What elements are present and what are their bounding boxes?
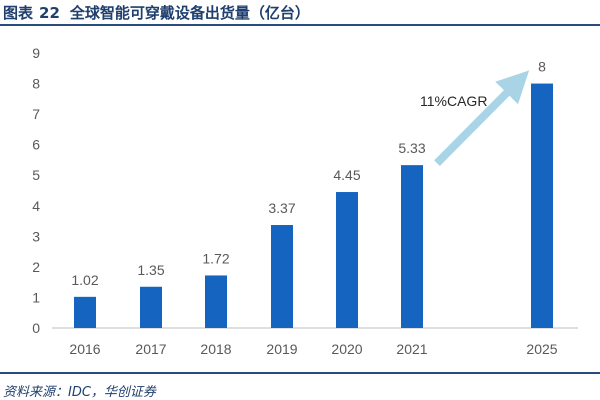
cagr-arrow (434, 70, 530, 166)
bar-value-label: 5.33 (398, 140, 425, 156)
bar (401, 165, 423, 328)
y-tick-label: 1 (32, 289, 40, 305)
bar-value-label: 4.45 (333, 167, 360, 183)
bar-value-label: 1.35 (137, 262, 164, 278)
bars (74, 83, 553, 328)
value-labels: 1.02 1.35 1.72 3.37 4.45 5.33 8 (71, 59, 546, 288)
x-axis: 2016 2017 2018 2019 2020 2021 2025 (52, 327, 578, 357)
y-tick-label: 9 (32, 45, 40, 61)
bar (74, 296, 96, 328)
bar (531, 83, 553, 328)
bar-value-label: 3.37 (268, 200, 295, 216)
x-tick-label: 2018 (200, 341, 231, 357)
x-tick-label: 2025 (526, 341, 557, 357)
x-tick-label: 2021 (396, 341, 427, 357)
y-tick-label: 5 (32, 167, 40, 183)
bar-value-label: 8 (538, 59, 546, 75)
figure-title-bar: 图表 22 全球智能可穿戴设备出货量（亿台） (0, 0, 600, 26)
x-tick-label: 2016 (69, 341, 100, 357)
figure-number: 22 (39, 4, 60, 22)
bar (336, 192, 358, 328)
y-axis: 0 1 2 3 4 5 6 7 8 9 (32, 45, 40, 336)
bar (271, 225, 293, 328)
source-note: 资料来源：IDC，华创证券 (3, 385, 156, 400)
bar (140, 286, 162, 328)
bar-value-label: 1.02 (71, 272, 98, 288)
cagr-label: 11%CAGR (420, 93, 487, 109)
y-tick-label: 8 (32, 76, 40, 92)
y-tick-label: 3 (32, 228, 40, 244)
x-tick-label: 2019 (266, 341, 297, 357)
x-tick-label: 2020 (331, 341, 362, 357)
source-bar: 资料来源：IDC，华创证券 (0, 372, 600, 400)
y-tick-label: 7 (32, 106, 40, 122)
chart-title: 全球智能可穿戴设备出货量（亿台） (69, 4, 310, 22)
bar-value-label: 1.72 (202, 250, 229, 266)
x-tick-label: 2017 (135, 341, 166, 357)
bar (205, 275, 227, 328)
y-tick-label: 2 (32, 259, 40, 275)
figure-title: 图表 22 全球智能可穿戴设备出货量（亿台） (3, 2, 310, 23)
y-tick-label: 6 (32, 137, 40, 153)
figure-label: 图表 (3, 4, 34, 22)
y-tick-label: 4 (32, 198, 40, 214)
y-tick-label: 0 (32, 320, 40, 336)
